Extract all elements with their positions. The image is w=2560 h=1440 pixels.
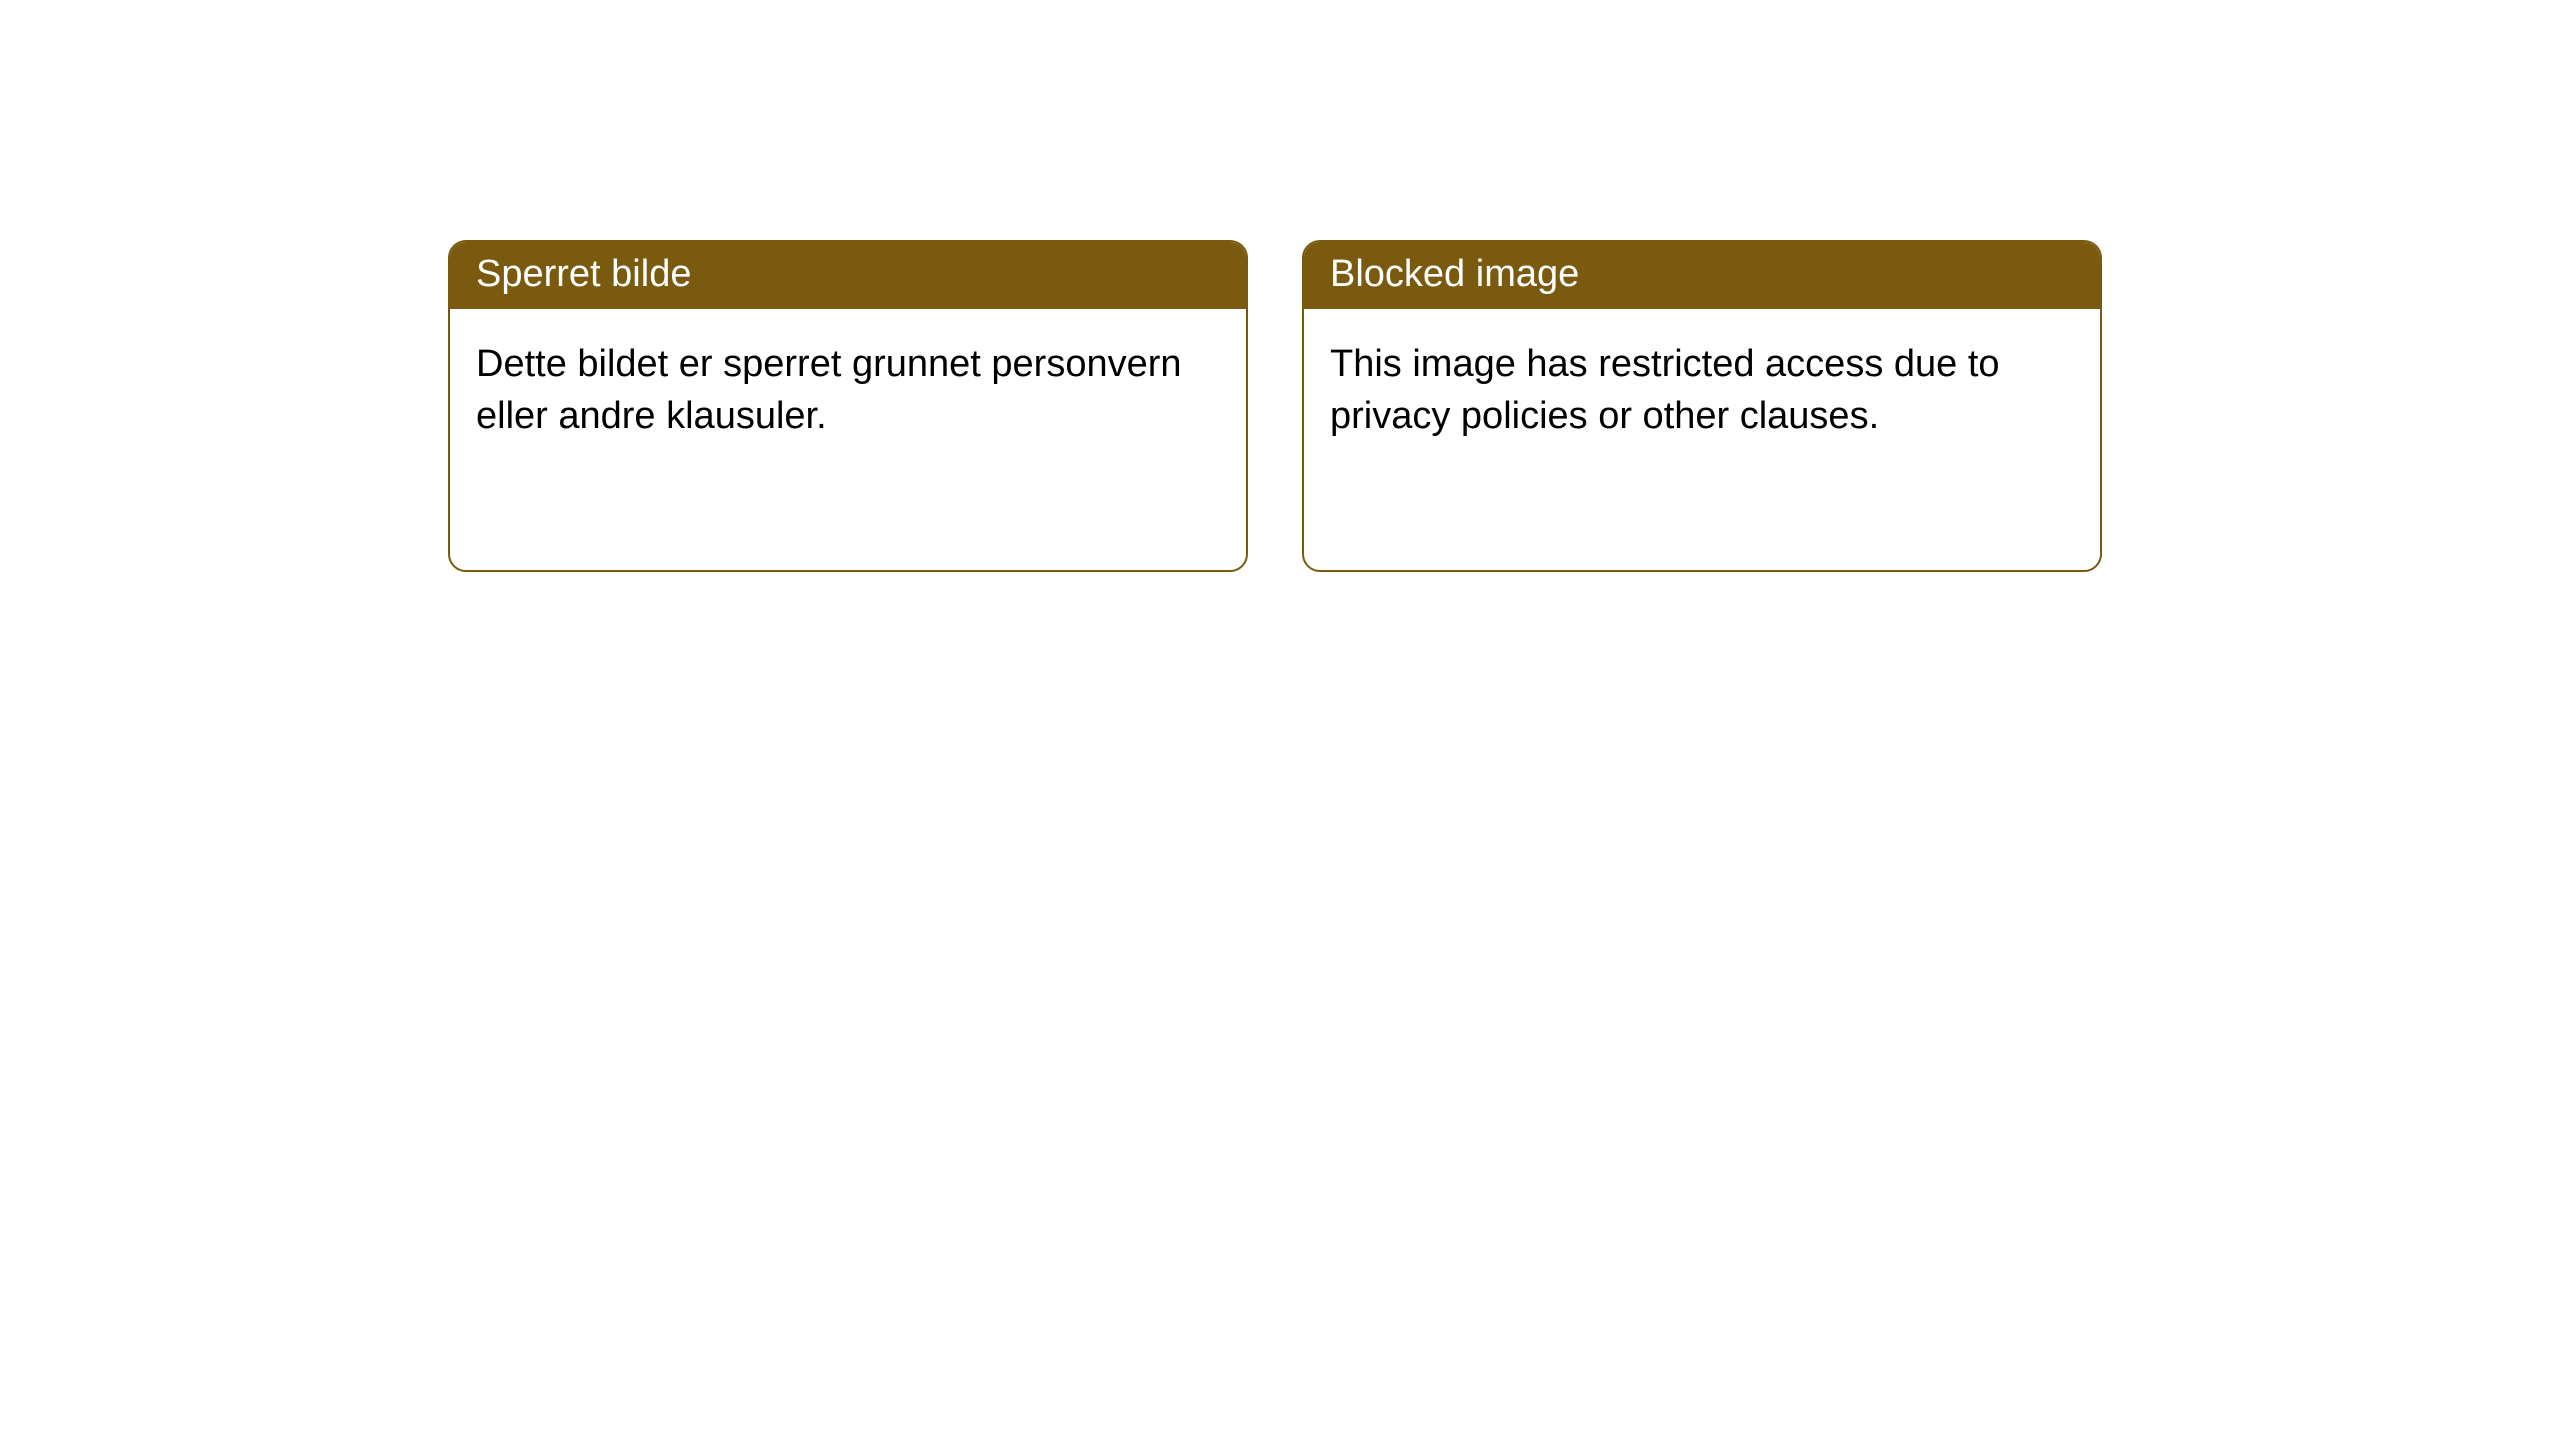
notice-header: Blocked image — [1304, 242, 2100, 309]
notice-header: Sperret bilde — [450, 242, 1246, 309]
notice-body: This image has restricted access due to … — [1304, 309, 2100, 472]
notice-body: Dette bildet er sperret grunnet personve… — [450, 309, 1246, 472]
notice-box-norwegian: Sperret bilde Dette bildet er sperret gr… — [448, 240, 1248, 572]
notice-box-english: Blocked image This image has restricted … — [1302, 240, 2102, 572]
notices-container: Sperret bilde Dette bildet er sperret gr… — [0, 0, 2560, 572]
